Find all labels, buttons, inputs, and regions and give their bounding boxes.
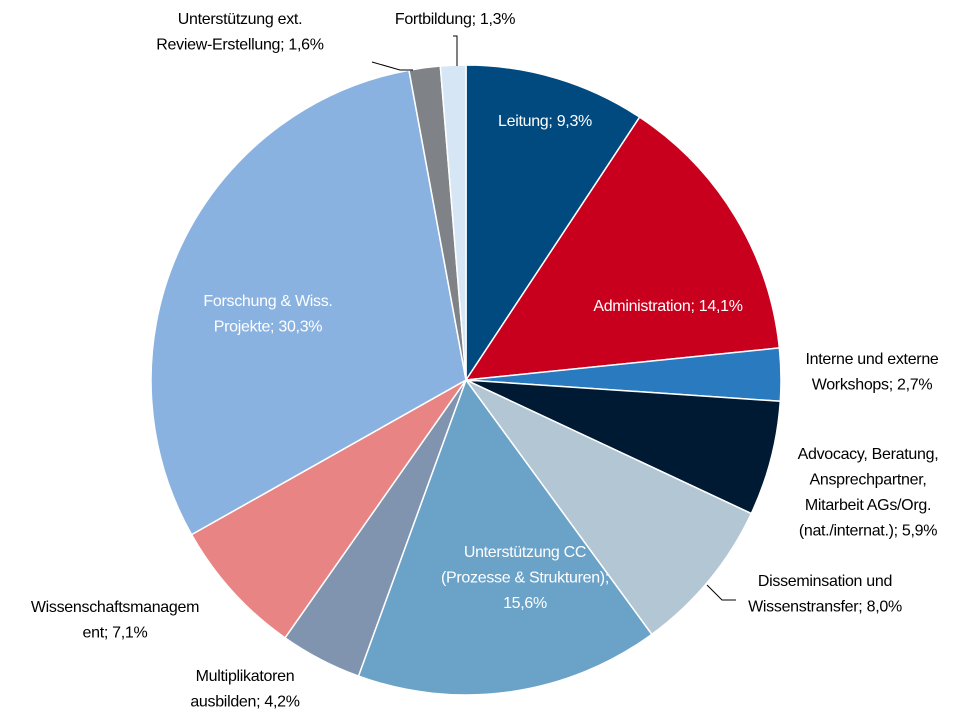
leader-line [371, 61, 413, 71]
slices [150, 64, 782, 696]
slice-label: Advocacy, Beratung, [798, 446, 939, 463]
slice-label: Administration; 14,1% [593, 298, 742, 315]
pie-slice [357, 378, 653, 696]
slice-label: Leitung; 9,3% [498, 113, 592, 130]
slice-label: Interne und externe [805, 351, 938, 368]
pie-slice [439, 64, 467, 381]
pie-slice [150, 69, 467, 536]
slice-label: Fortbildung; 1,3% [395, 11, 515, 28]
pie-slice [190, 379, 467, 639]
slice-label: Wissenstransfer; 8,0% [748, 599, 902, 616]
pie-slice [465, 64, 641, 383]
slice-label: (nat./internat.); 5,9% [799, 523, 937, 540]
slice-label: (Prozesse & Strukturen); [441, 570, 609, 587]
slice-label: Mitarbeit AGs/Org. [805, 497, 931, 514]
leader-line [706, 584, 736, 601]
slice-label: Unterstützung ext. [178, 11, 302, 28]
slice-label: Ansprechpartner, [809, 472, 926, 489]
pie-slice [464, 116, 781, 381]
slice-label: Projekte; 30,3% [214, 319, 323, 336]
slice-label: Unterstützung CC [464, 544, 586, 561]
slice-label: Forschung & Wiss. [203, 293, 332, 310]
slice-label: Workshops; 2,7% [812, 377, 933, 394]
slice-label: Disseminsation und [758, 573, 892, 590]
slice-label: Wissenschaftsmanagem [31, 599, 199, 616]
pie-slice [465, 379, 753, 636]
slice-label: Review-Erstellung; 1,6% [156, 37, 323, 54]
slice-label: 15,6% [503, 595, 547, 612]
slice-label: ausbilden; 4,2% [190, 694, 299, 709]
slice-label: Multiplikatoren [196, 668, 295, 685]
slice-label: ent; 7,1% [83, 625, 148, 642]
leader-line [453, 35, 458, 66]
